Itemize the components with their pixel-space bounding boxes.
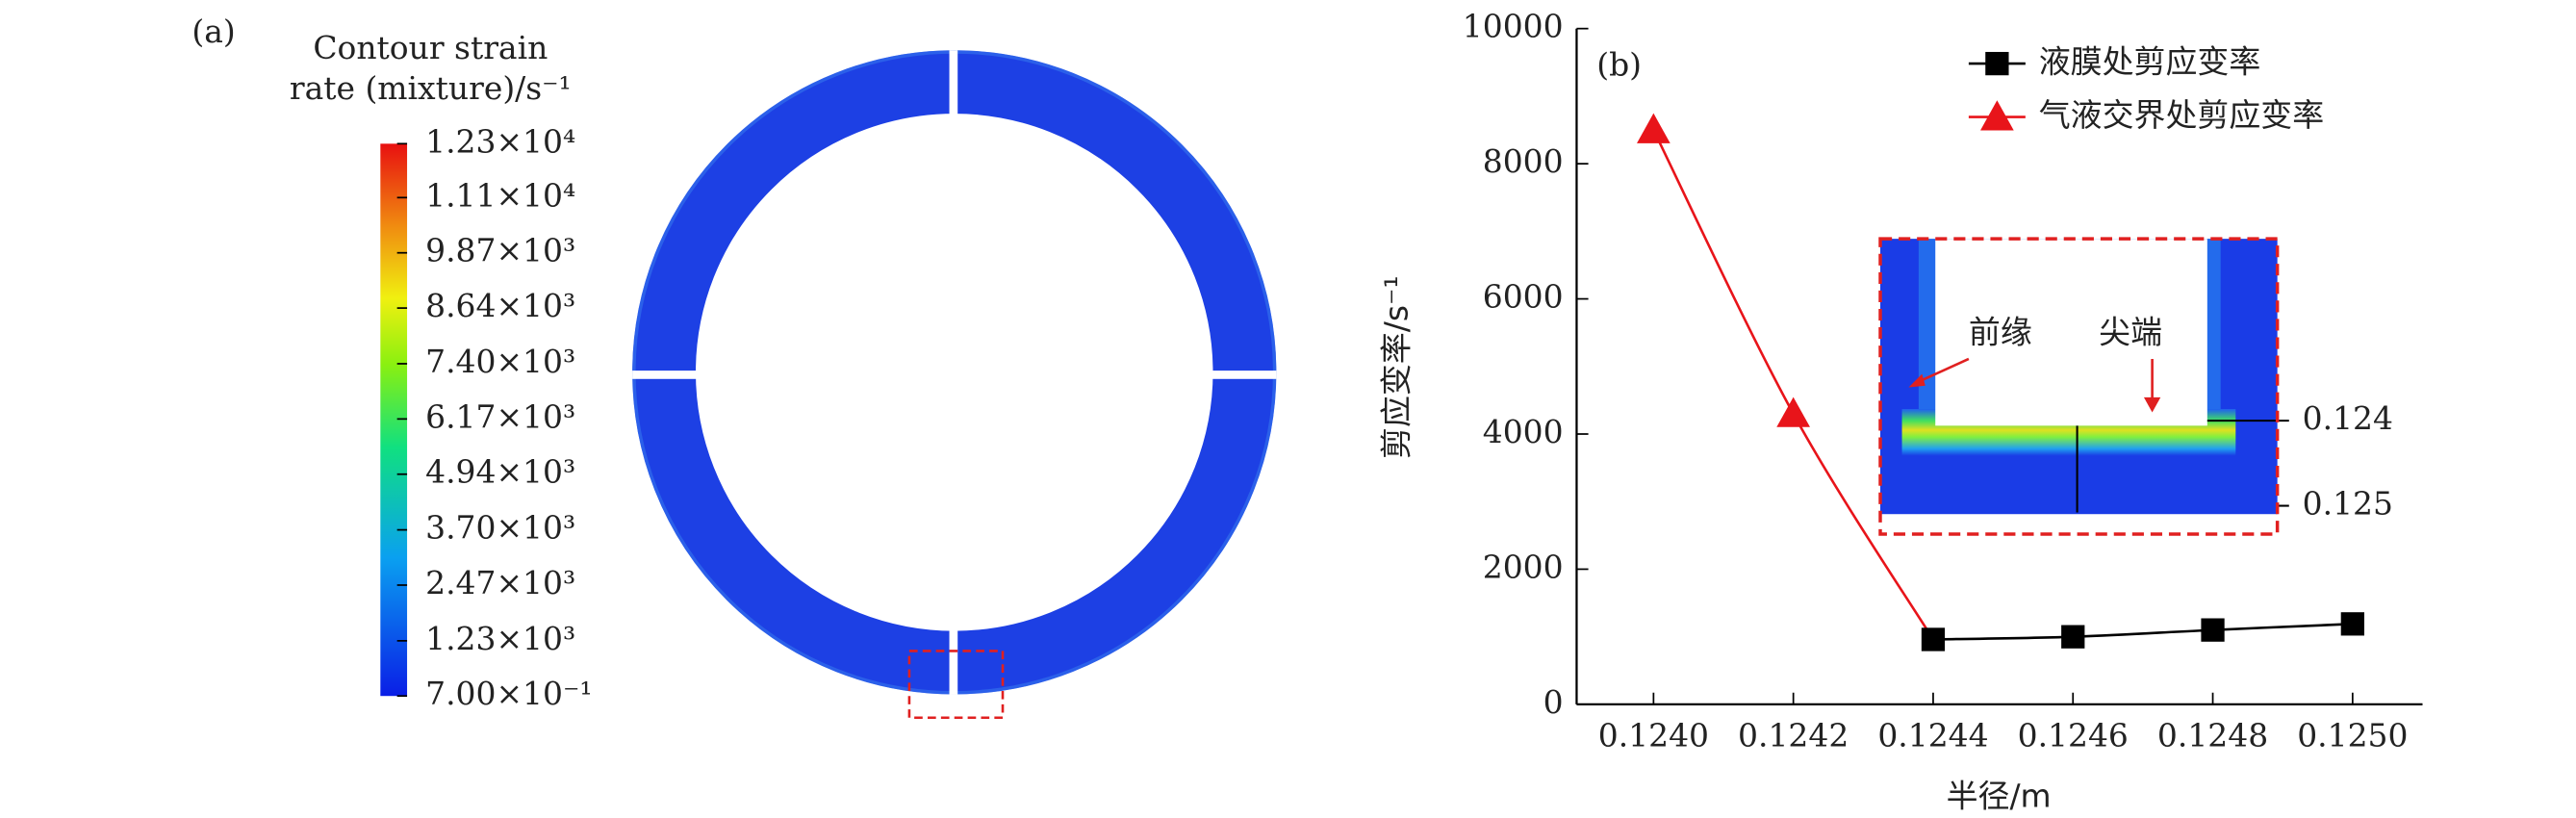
colorbar-tick-label: 2.47×10³ bbox=[425, 564, 575, 601]
x-tick-label: 0.1244 bbox=[1877, 717, 1988, 754]
marker bbox=[2340, 612, 2364, 636]
x-tick-label: 0.1250 bbox=[2297, 717, 2408, 754]
inset-level: 0.125 bbox=[2303, 485, 2393, 523]
marker bbox=[1637, 113, 1671, 143]
y-axis-label: 剪应变率/s⁻¹ bbox=[1377, 275, 1415, 459]
legend-marker bbox=[1980, 100, 2014, 131]
panel-label: (b) bbox=[1596, 46, 1642, 84]
y-tick-label: 10000 bbox=[1463, 8, 1564, 45]
legend-label: 气液交界处剪应变率 bbox=[2039, 96, 2324, 134]
inset-label: 前缘 bbox=[1969, 313, 2032, 350]
marker bbox=[1921, 627, 1946, 652]
contour-ring bbox=[632, 50, 1277, 720]
panel-label: (a) bbox=[191, 13, 235, 50]
inset-label: 尖端 bbox=[2099, 313, 2162, 350]
marker bbox=[2061, 625, 2085, 649]
legend-marker bbox=[1985, 51, 2009, 76]
colorbar-tick-label: 7.00×10⁻¹ bbox=[425, 675, 592, 712]
colorbar-tick-label: 1.23×10⁴ bbox=[425, 122, 575, 160]
x-tick-label: 0.1242 bbox=[1738, 717, 1849, 754]
colorbar bbox=[380, 143, 408, 697]
x-tick-label: 0.1240 bbox=[1598, 717, 1709, 754]
legend-label: 液膜处剪应变率 bbox=[2039, 43, 2261, 81]
colorbar-tick-label: 1.23×10³ bbox=[425, 620, 575, 657]
colorbar-tick-label: 6.17×10³ bbox=[425, 397, 575, 435]
colorbar-title: Contour strain bbox=[313, 29, 548, 66]
colorbar-tick-label: 8.64×10³ bbox=[425, 287, 575, 324]
marker bbox=[2201, 618, 2225, 642]
colorbar-tick-label: 3.70×10³ bbox=[425, 509, 575, 547]
marker bbox=[1776, 396, 1810, 427]
y-tick-label: 4000 bbox=[1483, 413, 1564, 450]
y-tick-label: 8000 bbox=[1483, 142, 1564, 180]
y-tick-label: 0 bbox=[1543, 683, 1564, 721]
inset-level: 0.124 bbox=[2303, 399, 2393, 437]
x-tick-label: 0.1248 bbox=[2157, 717, 2268, 754]
series-line bbox=[1932, 623, 2353, 641]
x-axis-label: 半径/m bbox=[1947, 777, 2052, 814]
y-tick-label: 6000 bbox=[1483, 278, 1564, 316]
y-tick-label: 2000 bbox=[1483, 548, 1564, 585]
colorbar-tick-label: 4.94×10³ bbox=[425, 453, 575, 491]
colorbar-tick-label: 9.87×10³ bbox=[425, 232, 575, 269]
colorbar-title: rate (mixture)/s⁻¹ bbox=[290, 69, 572, 107]
x-tick-label: 0.1246 bbox=[2018, 717, 2129, 754]
colorbar-tick-label: 7.40×10³ bbox=[425, 343, 575, 380]
colorbar-tick-label: 1.11×10⁴ bbox=[425, 176, 575, 214]
inset bbox=[1878, 237, 2289, 536]
